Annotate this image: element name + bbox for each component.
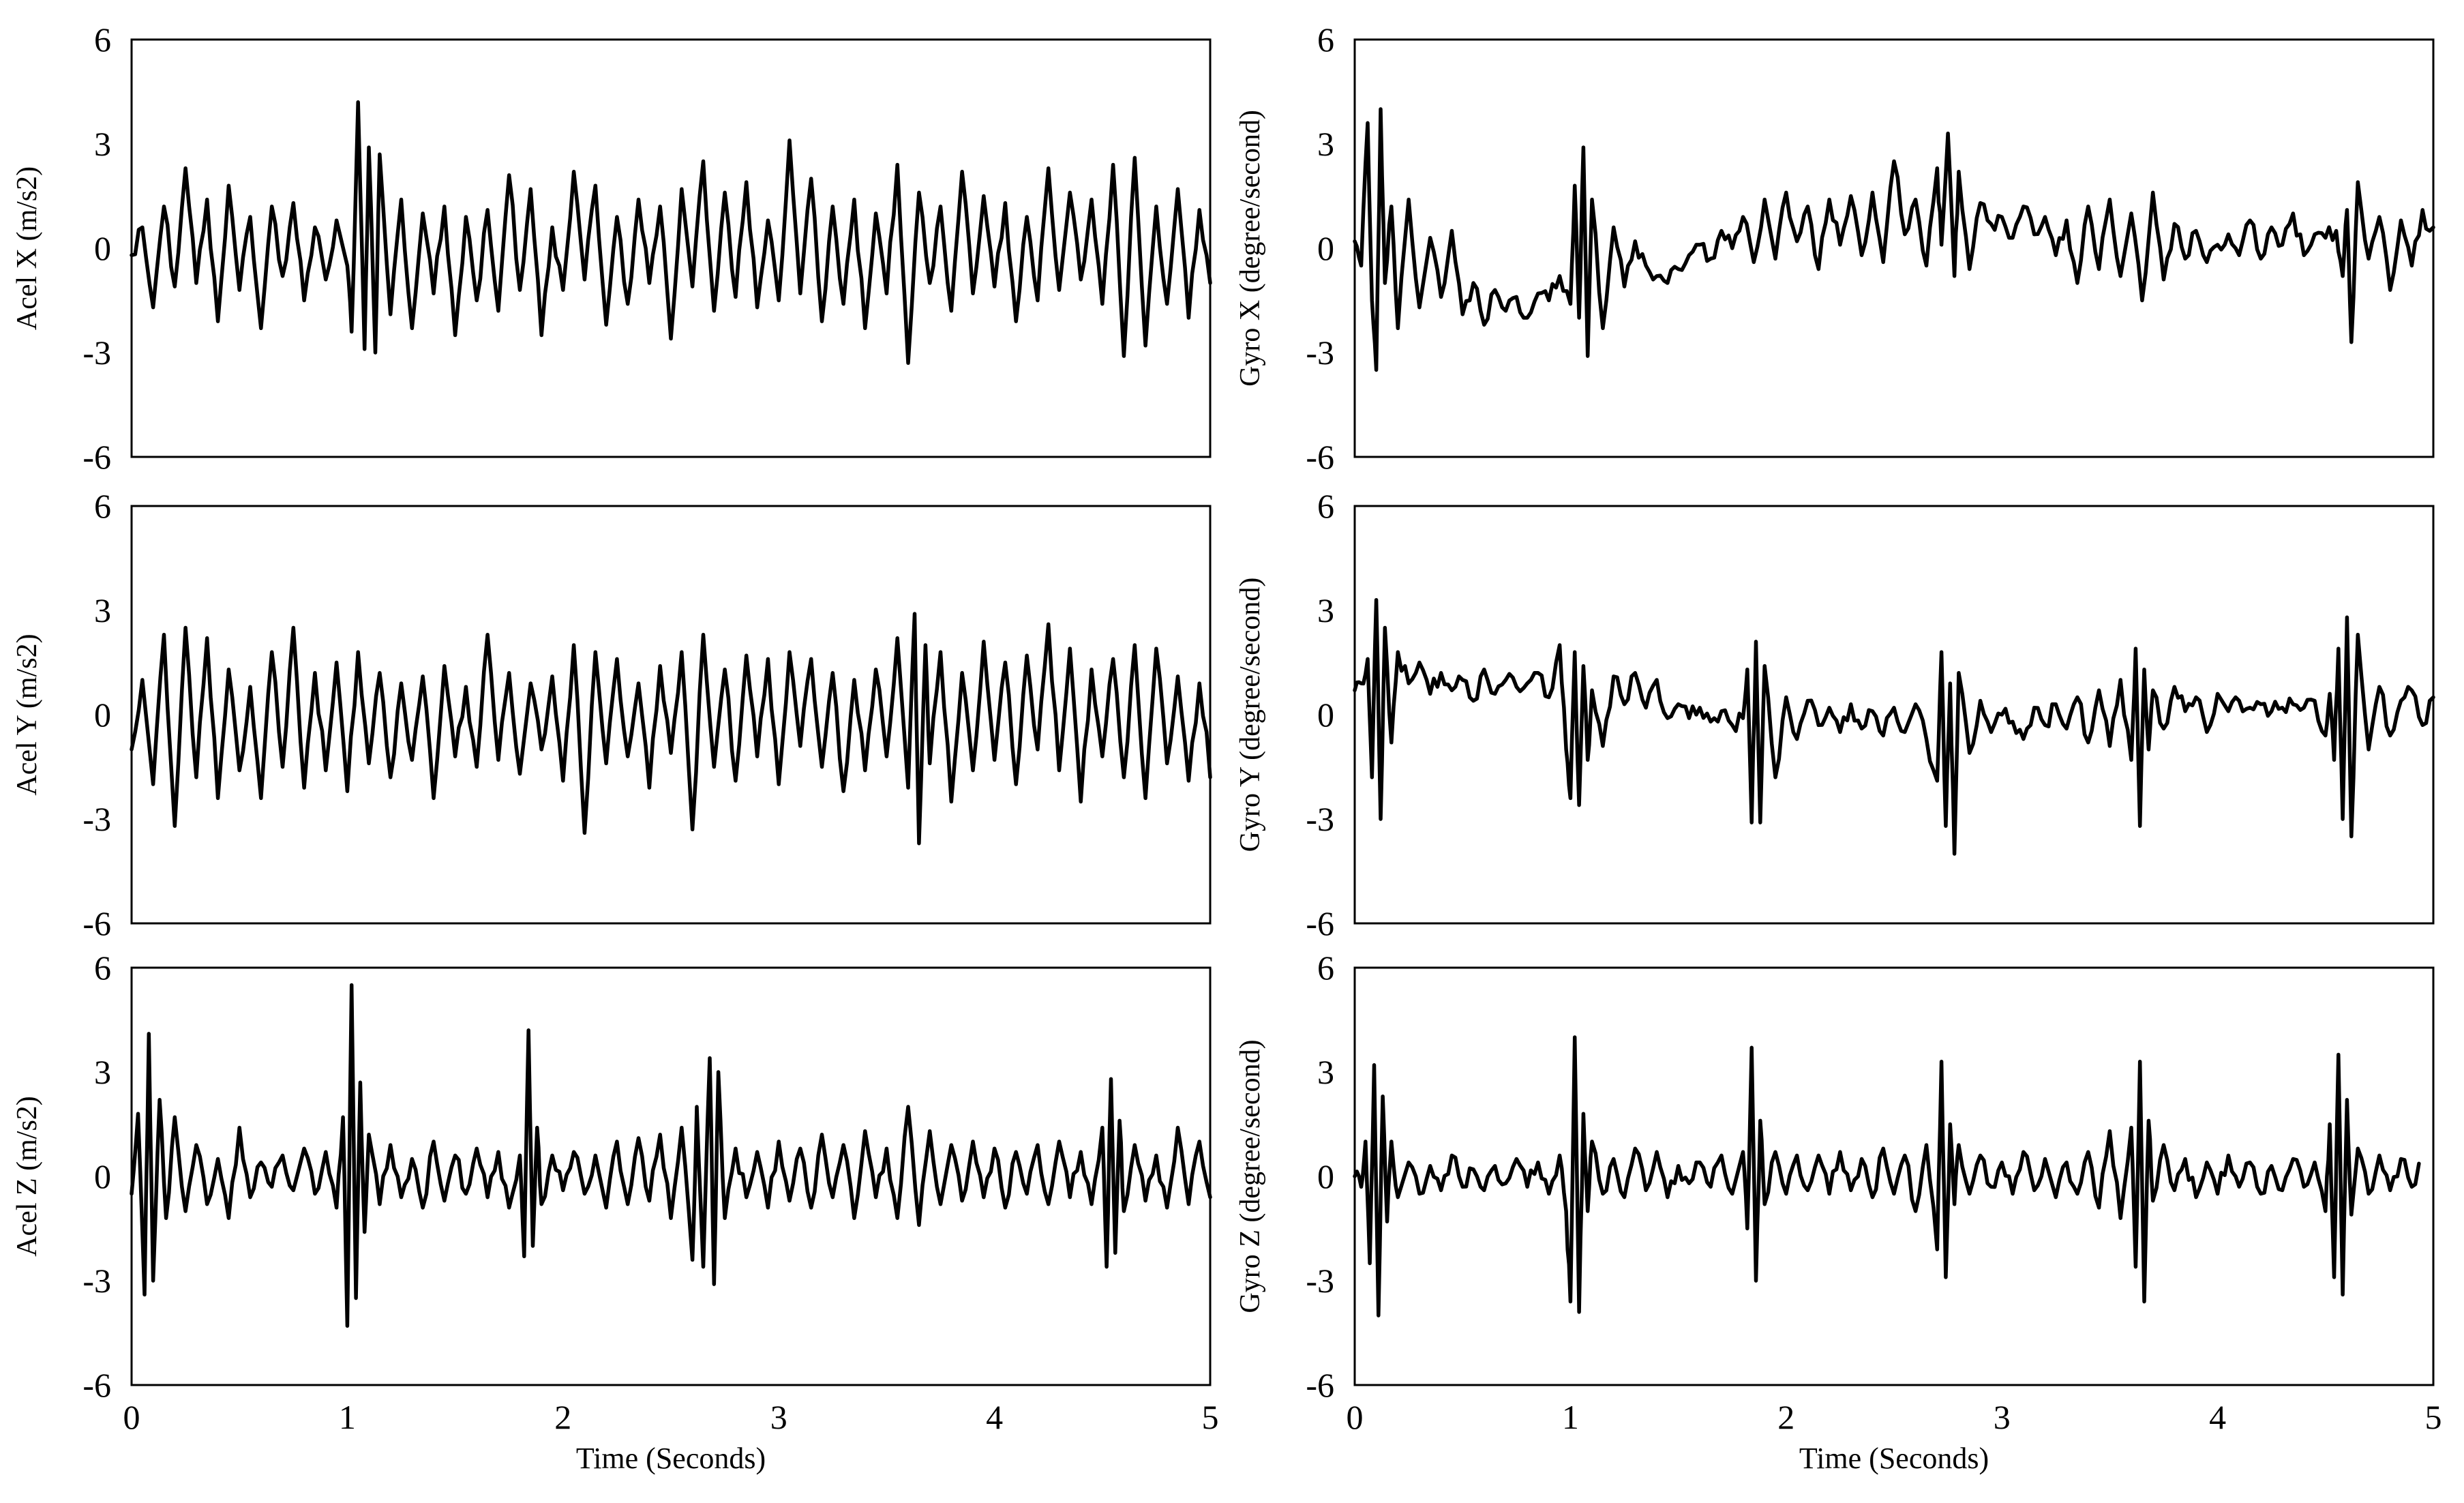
y-tick-label: 0 (94, 229, 111, 267)
y-tick-label: 3 (94, 125, 111, 163)
y-tick-label: -3 (82, 333, 111, 372)
y-tick-label: 6 (1317, 487, 1334, 525)
plot-frame (130, 505, 1212, 925)
y-axis-label: Acel Y (m/s2) (12, 634, 43, 795)
y-tick-label: 0 (1317, 696, 1334, 734)
y-tick-label: -6 (1306, 904, 1334, 942)
y-tick-label: 0 (1317, 229, 1334, 267)
y-tick-label: 6 (94, 949, 111, 987)
chart-panel-gyro-z: 6 3 0 -3 -6 0 1 2 3 4 5 Gyro Z (degree/second) Time … (1235, 949, 2442, 1475)
y-tick-label: 3 (1317, 125, 1334, 163)
y-tick-label: 6 (94, 487, 111, 525)
series-line-acel-z (130, 983, 1212, 1328)
x-tick-label: 4 (986, 1398, 1003, 1436)
y-tick-label: -3 (1306, 333, 1334, 372)
plot-frame (1353, 505, 2435, 925)
x-tick-label: 0 (123, 1398, 140, 1436)
x-tick-label: 0 (1347, 1398, 1364, 1436)
y-tick-label: 6 (1317, 20, 1334, 59)
y-tick-label: 6 (94, 20, 111, 59)
x-tick-label: 1 (339, 1398, 356, 1436)
plot-frame (130, 38, 1212, 458)
x-tick-label: 5 (2425, 1398, 2442, 1436)
y-tick-label: -6 (1306, 438, 1334, 476)
y-tick-label: 0 (94, 1157, 111, 1195)
chart-panel-acel-x: 6 3 0 -3 -6 Acel X (m/s2) (12, 20, 1212, 476)
y-axis-label: Gyro Y (degree/second) (1235, 578, 1266, 852)
y-tick-label: 0 (94, 696, 111, 734)
y-tick-label: -6 (82, 438, 111, 476)
series-line-acel-x (130, 100, 1212, 366)
y-tick-label: 3 (1317, 1053, 1334, 1091)
y-tick-label: -3 (82, 1262, 111, 1300)
x-tick-label: 2 (1777, 1398, 1794, 1436)
series-line-gyro-y (1353, 597, 2435, 856)
chart-panel-gyro-x: 6 3 0 -3 -6 Gyro X (degree/second) (1235, 20, 2435, 476)
y-tick-label: 3 (94, 591, 111, 629)
y-tick-label: 0 (1317, 1157, 1334, 1195)
series-line-gyro-x (1353, 107, 2435, 372)
x-tick-label: 3 (1994, 1398, 2011, 1436)
x-axis-label: Time (Seconds) (576, 1442, 766, 1475)
y-tick-label: 3 (94, 1053, 111, 1091)
chart-panel-acel-z: 6 3 0 -3 -6 0 1 2 3 4 5 Acel Z (m/s2) Time (Seconds) (12, 949, 1219, 1475)
y-tick-label: -6 (82, 1366, 111, 1404)
series-line-acel-y (130, 612, 1212, 846)
y-tick-label: -6 (1306, 1366, 1334, 1404)
y-tick-label: 6 (1317, 949, 1334, 987)
chart-panel-gyro-y: 6 3 0 -3 -6 Gyro Y (degree/second) (1235, 487, 2435, 942)
y-axis-label: Gyro X (degree/second) (1235, 110, 1266, 387)
chart-panel-acel-y: 6 3 0 -3 -6 Acel Y (m/s2) (12, 487, 1212, 942)
x-tick-label: 3 (770, 1398, 787, 1436)
y-tick-label: -3 (82, 800, 111, 838)
y-axis-label: Gyro Z (degree/second) (1235, 1039, 1266, 1313)
y-tick-label: 3 (1317, 591, 1334, 629)
y-tick-label: -6 (82, 904, 111, 942)
x-tick-label: 5 (1202, 1398, 1219, 1436)
y-tick-label: -3 (1306, 1262, 1334, 1300)
plot-frame (1353, 38, 2435, 458)
y-axis-label: Acel X (m/s2) (12, 166, 43, 330)
x-axis-label: Time (Seconds) (1799, 1442, 1989, 1475)
x-tick-label: 4 (2209, 1398, 2226, 1436)
y-axis-label: Acel Z (m/s2) (12, 1096, 43, 1257)
y-tick-label: -3 (1306, 800, 1334, 838)
series-line-gyro-z (1353, 1035, 2421, 1318)
x-tick-label: 2 (554, 1398, 571, 1436)
x-tick-label: 1 (1562, 1398, 1579, 1436)
